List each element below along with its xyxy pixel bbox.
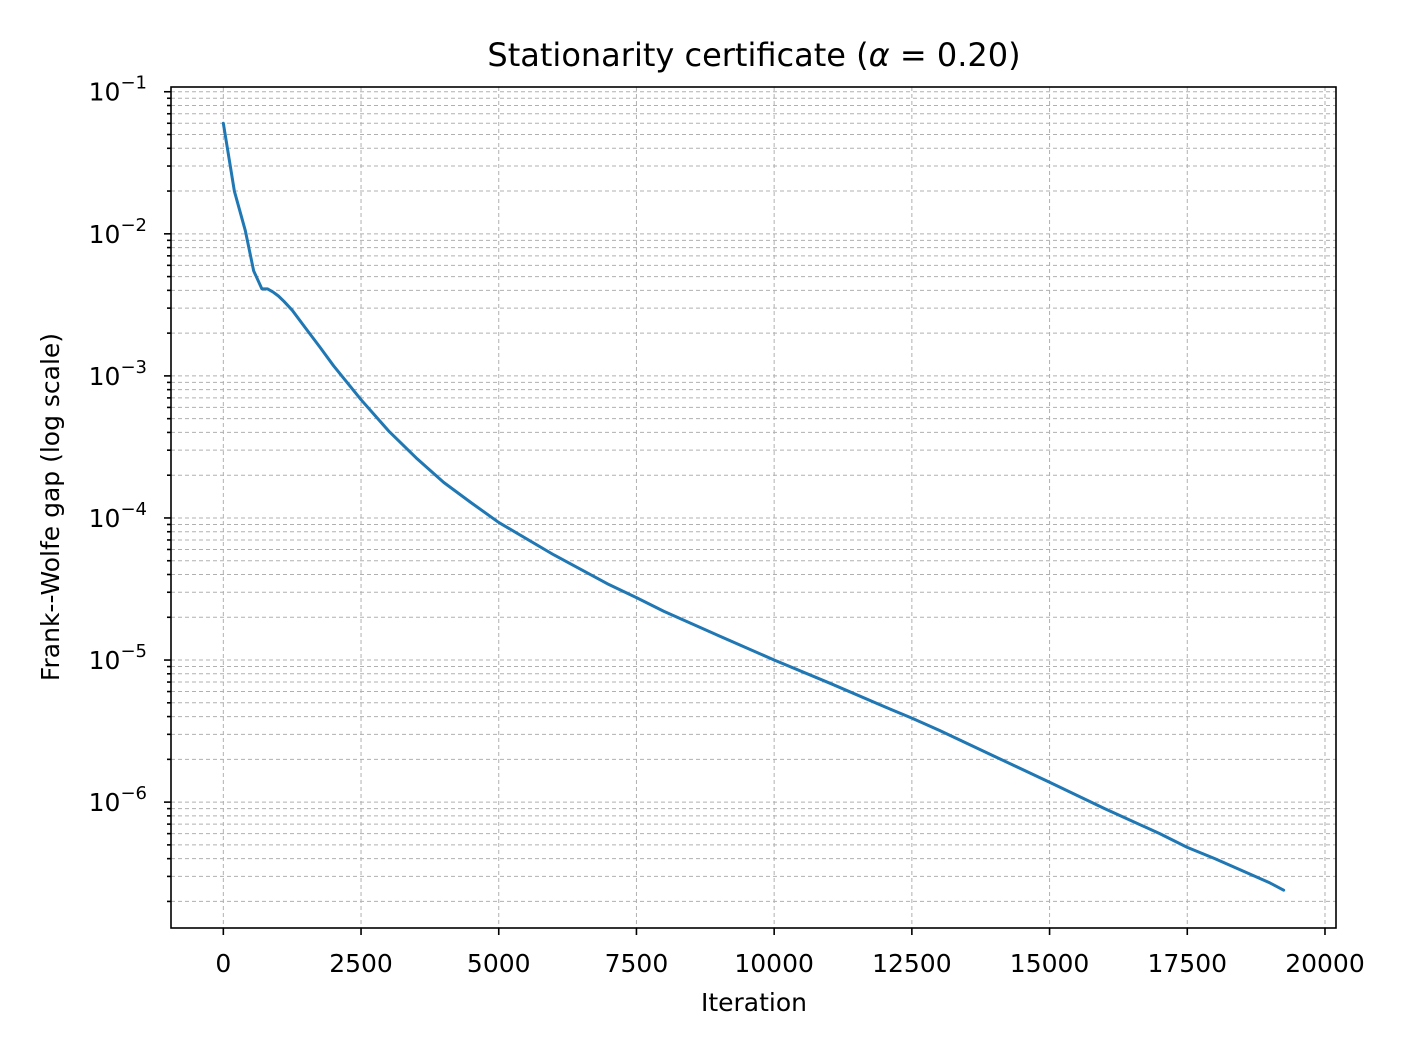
minor-gridlines <box>171 97 1336 902</box>
chart-title-alpha-symbol: α <box>869 36 890 74</box>
x-tick-label: 17500 <box>1148 949 1228 978</box>
chart-title-prefix: Stationarity certificate ( <box>487 36 868 74</box>
major-gridlines <box>171 87 1336 928</box>
y-tick-label: 10−3 <box>89 357 147 391</box>
series-layer <box>221 121 1286 892</box>
y-tick-label: 10−5 <box>89 641 147 675</box>
x-axis-ticks: 0 2500 5000 7500 10000 12500 15000 17500 20000 <box>215 928 1365 978</box>
x-tick-label: 2500 <box>329 949 393 978</box>
x-tick-label: 7500 <box>605 949 669 978</box>
y-axis-ticks: 10−1 10−2 10−3 10−4 10−5 10−6 <box>89 73 171 903</box>
y-tick-label: 10−2 <box>89 215 147 249</box>
x-tick-label: 0 <box>215 949 231 978</box>
y-tick-label: 10−1 <box>89 73 147 107</box>
x-tick-label: 12500 <box>872 949 952 978</box>
series-line-0 <box>221 121 1286 892</box>
x-tick-label: 20000 <box>1285 949 1365 978</box>
chart-title-equals: = <box>890 36 937 74</box>
chart-title-suffix: ) <box>1008 36 1020 74</box>
x-tick-label: 10000 <box>734 949 814 978</box>
x-tick-label: 5000 <box>467 949 531 978</box>
chart-title: Stationarity certificate (α = 0.20) <box>487 36 1020 74</box>
x-axis-label: Iteration <box>701 988 807 1017</box>
x-tick-label: 15000 <box>1010 949 1090 978</box>
y-axis-label: Frank--Wolfe gap (log scale) <box>36 333 65 681</box>
chart-title-value: 0.20 <box>937 36 1008 74</box>
y-tick-label: 10−4 <box>89 499 147 533</box>
axes-frame <box>170 86 1337 929</box>
y-tick-label: 10−6 <box>89 783 147 817</box>
